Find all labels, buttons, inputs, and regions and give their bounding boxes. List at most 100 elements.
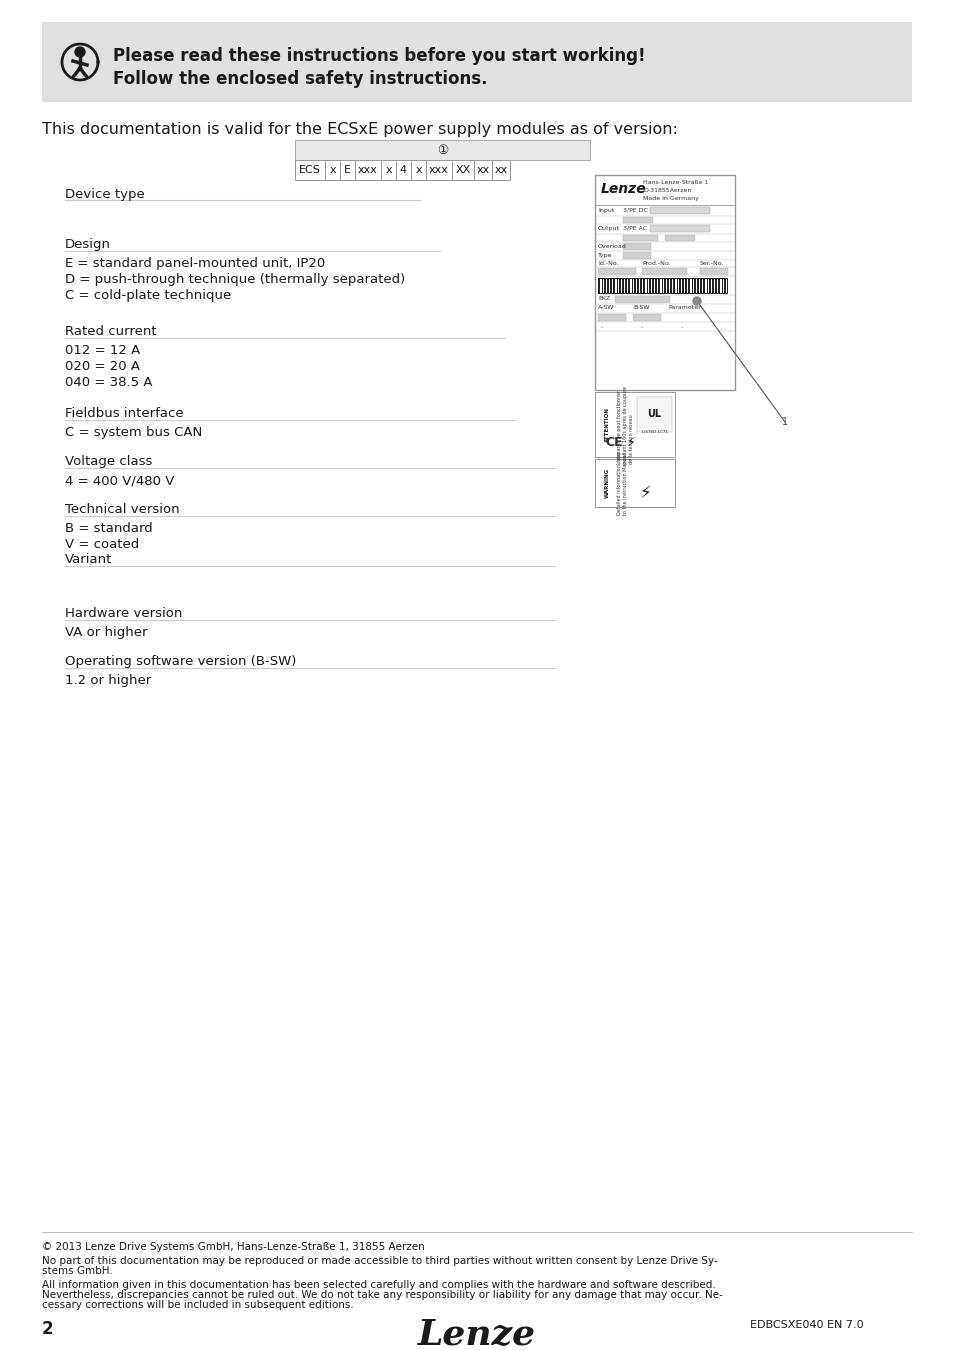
Bar — [678, 279, 679, 293]
Text: WARNING: WARNING — [604, 468, 609, 498]
Text: Please read these instructions before you start working!: Please read these instructions before yo… — [112, 47, 645, 65]
Text: ①: ① — [436, 143, 448, 157]
Bar — [598, 315, 625, 321]
Bar — [492, 161, 510, 180]
Text: Input: Input — [598, 208, 614, 213]
Bar — [629, 279, 631, 293]
Bar — [707, 279, 708, 293]
Text: xxx: xxx — [357, 165, 377, 176]
Text: Detailed information refer
to the Instruction Manual: Detailed information refer to the Instru… — [617, 451, 627, 516]
Bar — [664, 235, 695, 242]
Bar — [598, 269, 636, 275]
Text: C = system bus CAN: C = system bus CAN — [65, 427, 202, 439]
Text: 3/PE AC: 3/PE AC — [622, 225, 646, 231]
Bar — [622, 217, 652, 223]
Text: XX: XX — [455, 165, 470, 176]
Text: Nevertheless, discrepancies cannot be ruled out. We do not take any responsibili: Nevertheless, discrepancies cannot be ru… — [42, 1291, 722, 1300]
Text: ⚡: ⚡ — [639, 485, 650, 502]
Text: L'appareil ne peut fonctionner
pendant 160s après de coupure
de la tension résea: L'appareil ne peut fonctionner pendant 1… — [617, 386, 634, 463]
Polygon shape — [75, 47, 85, 57]
Bar — [615, 279, 617, 293]
Text: x: x — [385, 165, 392, 176]
Bar — [595, 392, 675, 458]
Bar — [701, 279, 702, 293]
Bar — [395, 161, 411, 180]
Bar — [720, 279, 721, 293]
Text: 3/PE DC: 3/PE DC — [622, 208, 647, 213]
Text: Fieldbus interface: Fieldbus interface — [65, 406, 183, 420]
Bar — [659, 279, 661, 293]
Bar — [294, 161, 325, 180]
Bar — [689, 279, 691, 293]
Bar — [668, 279, 669, 293]
Text: Output: Output — [598, 225, 619, 231]
Bar — [636, 279, 637, 293]
Text: EDBCSXE040 EN 7.0: EDBCSXE040 EN 7.0 — [749, 1320, 862, 1330]
Text: This documentation is valid for the ECSxE power supply modules as of version:: This documentation is valid for the ECSx… — [42, 122, 678, 136]
Text: cessary corrections will be included in subsequent editions.: cessary corrections will be included in … — [42, 1300, 354, 1310]
Bar — [654, 279, 655, 293]
Text: .: . — [679, 323, 681, 329]
Bar — [633, 315, 660, 321]
Text: Id.-No.: Id.-No. — [598, 261, 618, 266]
Text: Follow the enclosed safety instructions.: Follow the enclosed safety instructions. — [112, 70, 487, 88]
Text: Device type: Device type — [65, 188, 145, 201]
Bar — [696, 279, 697, 293]
Bar — [700, 269, 727, 275]
Bar — [595, 176, 734, 390]
Text: Parameter: Parameter — [667, 305, 700, 310]
Bar — [662, 279, 663, 293]
Text: B-SW: B-SW — [633, 305, 649, 310]
Bar — [686, 279, 687, 293]
Bar — [474, 161, 492, 180]
Bar — [692, 279, 693, 293]
Text: Prod.-No.: Prod.-No. — [641, 261, 670, 266]
Bar — [294, 140, 589, 161]
Text: Hans-Lenze-Straße 1: Hans-Lenze-Straße 1 — [642, 180, 708, 185]
Bar — [411, 161, 426, 180]
Text: Ser.-No.: Ser.-No. — [700, 261, 723, 266]
Text: Lenze: Lenze — [600, 182, 646, 196]
Bar — [325, 161, 339, 180]
Text: .: . — [599, 323, 601, 329]
Text: Variant: Variant — [65, 554, 112, 566]
Bar — [710, 279, 711, 293]
Bar — [683, 279, 684, 293]
Text: xxx: xxx — [429, 165, 449, 176]
Text: UL: UL — [646, 409, 660, 418]
Bar — [722, 279, 723, 293]
Bar — [380, 161, 395, 180]
Bar — [680, 279, 681, 293]
Text: ATTENTION: ATTENTION — [604, 408, 609, 441]
Text: stems GmbH.: stems GmbH. — [42, 1266, 112, 1276]
Bar — [665, 279, 666, 293]
Bar — [704, 279, 706, 293]
Text: B = standard: B = standard — [65, 522, 152, 535]
Bar — [42, 22, 911, 103]
Bar — [605, 279, 606, 293]
Text: A-SW: A-SW — [598, 305, 614, 310]
Text: Design: Design — [65, 238, 111, 251]
Bar — [649, 207, 709, 215]
Bar — [622, 243, 650, 250]
Text: Lenze: Lenze — [417, 1318, 536, 1350]
Bar — [622, 252, 650, 259]
Bar — [647, 279, 648, 293]
Text: © 2013 Lenze Drive Systems GmbH, Hans-Lenze-Straße 1, 31855 Aerzen: © 2013 Lenze Drive Systems GmbH, Hans-Le… — [42, 1242, 424, 1251]
Text: x: x — [415, 165, 421, 176]
Bar — [339, 161, 355, 180]
Text: 020 = 20 A: 020 = 20 A — [65, 360, 140, 373]
Text: No part of this documentation may be reproduced or made accessible to third part: No part of this documentation may be rep… — [42, 1256, 717, 1266]
Text: Voltage class: Voltage class — [65, 455, 152, 468]
Text: D-31855Aerzen: D-31855Aerzen — [642, 188, 691, 193]
Polygon shape — [62, 45, 98, 80]
Bar — [595, 459, 675, 508]
Bar — [599, 279, 601, 293]
Text: Operating software version (B-SW): Operating software version (B-SW) — [65, 655, 296, 668]
Text: LISTED 1C71: LISTED 1C71 — [641, 431, 667, 433]
Text: ECS: ECS — [298, 165, 320, 176]
Bar — [637, 397, 671, 432]
Bar — [649, 225, 709, 232]
Text: D = push-through technique (thermally separated): D = push-through technique (thermally se… — [65, 273, 405, 286]
Bar — [725, 279, 726, 293]
